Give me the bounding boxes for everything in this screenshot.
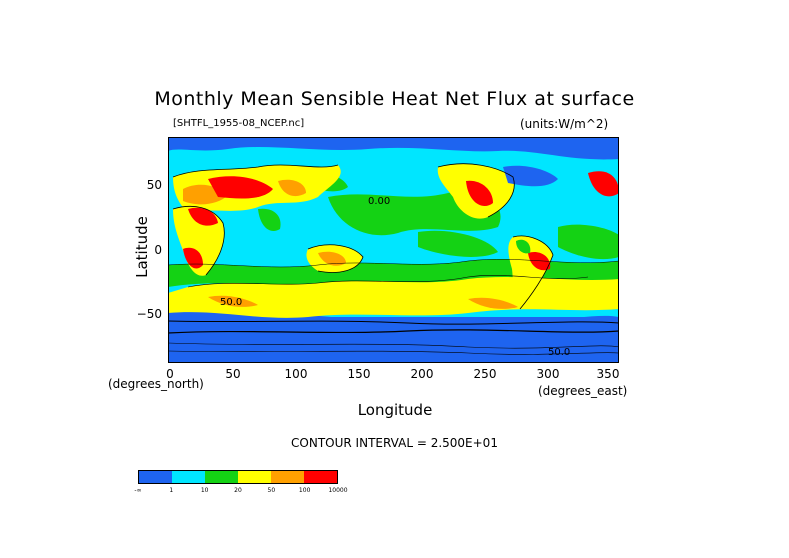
contour-label: 50.0 xyxy=(548,347,570,358)
southern-green-band xyxy=(168,259,619,287)
legend-tick-label: -∞ xyxy=(134,487,142,494)
legend-tick-label: 10000 xyxy=(328,487,348,494)
legend-tick-label: 100 xyxy=(298,487,311,494)
legend-tick-label: 10 xyxy=(200,487,209,494)
y-tick-label: 0 xyxy=(154,243,162,257)
legend-swatch xyxy=(172,471,205,483)
legend-swatch xyxy=(205,471,238,483)
legend-swatch xyxy=(304,471,337,483)
x-tick-label: 300 xyxy=(536,367,560,381)
y-unit-label: (degrees_north) xyxy=(108,377,204,391)
north-america-hot xyxy=(466,180,493,207)
x-axis-label: Longitude xyxy=(357,401,433,419)
legend-tick-label: 1 xyxy=(169,487,174,494)
legend-labels: -∞ 1 10 20 50 100 10000 xyxy=(134,487,348,497)
legend-swatch xyxy=(238,471,271,483)
map-plot-area: 0.00 50.0 50.0 xyxy=(168,137,619,363)
x-unit-label: (degrees_east) xyxy=(538,384,628,398)
x-tick-label: 200 xyxy=(410,367,434,381)
legend-swatch xyxy=(139,471,172,483)
contour-label: 0.00 xyxy=(368,196,390,207)
legend-swatch xyxy=(271,471,304,483)
legend-tick-label: 50 xyxy=(267,487,276,494)
y-tick-label: 50 xyxy=(146,178,162,192)
x-tick-label: 150 xyxy=(347,367,371,381)
x-tick-label: 250 xyxy=(473,367,497,381)
units-label: (units:W/m^2) xyxy=(520,117,609,131)
file-label: [SHTFL_1955-08_NCEP.nc] xyxy=(173,118,305,129)
x-tick-label: 50 xyxy=(225,367,241,381)
map-title: Monthly Mean Sensible Heat Net Flux at s… xyxy=(154,88,635,110)
arctic-region xyxy=(168,137,619,160)
y-tick-label: −50 xyxy=(136,307,162,321)
x-tick-label: 0 xyxy=(166,367,174,381)
map-canvas: 0.00 50.0 50.0 xyxy=(168,137,619,363)
legend-tick-label: 20 xyxy=(234,487,242,494)
contour-interval: CONTOUR INTERVAL = 2.500E+01 xyxy=(291,436,498,450)
color-legend xyxy=(138,470,338,484)
map-frame xyxy=(168,137,619,363)
central-asia-hot xyxy=(208,176,273,199)
contour-label: 50.0 xyxy=(220,297,242,308)
x-tick-label: 100 xyxy=(284,367,308,381)
x-tick-label: 350 xyxy=(596,367,620,381)
